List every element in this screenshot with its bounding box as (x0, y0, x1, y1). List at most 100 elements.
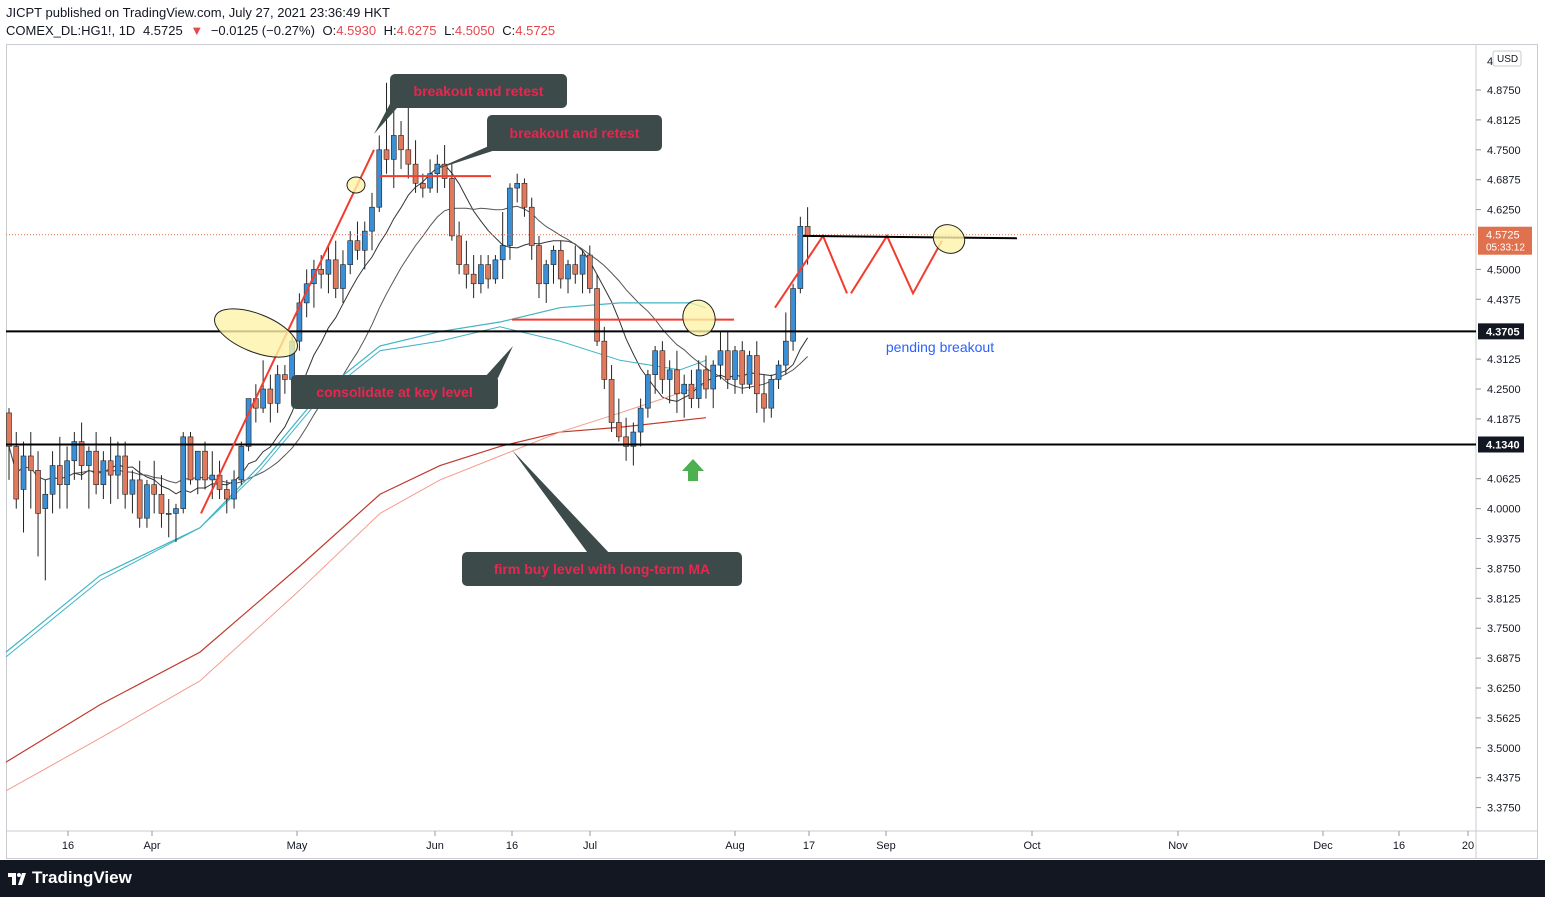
candle-body (100, 460, 107, 485)
price-tick-label: 3.7500 (1487, 623, 1521, 635)
brand-name: TradingView (32, 868, 132, 887)
candle-body (49, 465, 56, 495)
candle-body (202, 450, 208, 481)
callout-pointer (484, 346, 513, 378)
candle-body (282, 374, 288, 380)
chart-header: JICPT published on TradingView.com, July… (0, 0, 1545, 44)
annotation-firm-buy: firm buy level with long-term MA (494, 561, 710, 577)
candle-body (456, 235, 462, 265)
moving-averages (5, 164, 809, 792)
price-tick-label: 3.6875 (1487, 653, 1521, 665)
candle-body (42, 493, 49, 509)
candle-body (27, 455, 34, 471)
candle-body (13, 446, 20, 500)
candle-body (688, 383, 695, 399)
price-tick-label: 4.6250 (1487, 205, 1521, 217)
candle-body (93, 450, 99, 485)
symbol-name[interactable]: COMEX_DL:HG1!, 1D (6, 23, 136, 38)
price-tick-label: 4.8125 (1487, 115, 1521, 127)
candle-body (412, 163, 419, 184)
candle-body (717, 350, 724, 366)
candle-body (390, 135, 397, 160)
highlight-ellipse (682, 299, 716, 337)
candle-body (107, 460, 114, 476)
candle-body (267, 388, 274, 404)
candle-body (746, 355, 753, 385)
high-label: H: (383, 23, 397, 38)
price-tick-label: 4.5000 (1487, 264, 1521, 276)
projection-zigzag (774, 233, 848, 309)
candle-body (194, 450, 201, 481)
candle-body (623, 436, 629, 447)
candle-body (797, 226, 804, 289)
time-tick-label: 16 (506, 840, 518, 852)
candle-body (732, 350, 738, 380)
open-label: O: (322, 23, 337, 38)
candle-body (441, 163, 448, 179)
time-tick-label: Oct (1023, 840, 1040, 852)
level-price-badge (1478, 323, 1524, 340)
candle-body (528, 206, 535, 246)
annotation-consolidate-box (291, 375, 498, 409)
publisher-info: JICPT published on TradingView.com, July… (6, 5, 390, 20)
currency-badge (1492, 50, 1522, 67)
candle-body (398, 135, 404, 151)
candle-body (608, 379, 615, 423)
candle-body (768, 379, 775, 409)
candle-body (790, 288, 796, 342)
candle-body (514, 182, 521, 189)
time-tick-label: May (287, 840, 308, 852)
candle-body (674, 369, 680, 395)
tradingview-logo-icon (8, 872, 26, 885)
candle-body (187, 436, 194, 481)
price-tick-label: 3.8125 (1487, 593, 1521, 605)
candle-body (739, 350, 746, 385)
candle-body (325, 259, 332, 275)
time-tick-label: Sep (876, 840, 896, 852)
candle-body (71, 441, 78, 462)
candle-body (296, 302, 303, 342)
price-tick-label: 4.2500 (1487, 384, 1521, 396)
candle-body (35, 470, 41, 514)
ma-50-line (5, 302, 707, 653)
candle-body (761, 393, 767, 409)
time-tick-label: Jun (426, 840, 444, 852)
candle-body (543, 264, 550, 285)
open-value: 4.5930 (336, 23, 377, 38)
candle-body (434, 163, 441, 175)
annotation-breakout-1-box (390, 74, 567, 108)
candle-body (470, 273, 477, 285)
candle-body (318, 269, 324, 275)
candle-body (579, 254, 586, 275)
annotation-breakout-2: breakout and retest (510, 125, 640, 141)
candle-body (369, 206, 375, 232)
candle-body (572, 264, 579, 275)
level-price-badge (1478, 436, 1524, 453)
close-label: C: (502, 23, 516, 38)
last-price-label: 4.5725 (1486, 230, 1520, 242)
candle-body (645, 374, 651, 409)
tradingview-logo[interactable]: TradingView (8, 868, 132, 888)
price-tick-label: 4.3125 (1487, 354, 1521, 366)
last-price-value: 4.5725 (142, 23, 183, 38)
ma-10-line (8, 164, 809, 495)
candle-body (463, 264, 470, 275)
candle-body (383, 149, 390, 160)
candle-body (136, 479, 143, 519)
change-value: −0.0125 (−0.27%) (210, 23, 315, 38)
candle-body (361, 230, 368, 251)
time-tick-label: Apr (143, 840, 160, 852)
candle-body (332, 259, 339, 289)
candle-body (238, 446, 245, 481)
candle-body (659, 350, 666, 380)
annotation-pending-breakout: pending breakout (886, 339, 994, 355)
drawings-layer: breakout and retest breakout and retest co… (6, 74, 1476, 586)
candle-body (129, 479, 136, 495)
projection-zigzag (850, 233, 943, 296)
target-line (802, 234, 1018, 240)
candle-body (724, 350, 731, 380)
low-value: 4.5050 (454, 23, 495, 38)
candle-body (703, 369, 709, 390)
chart-frame[interactable] (6, 44, 1538, 859)
